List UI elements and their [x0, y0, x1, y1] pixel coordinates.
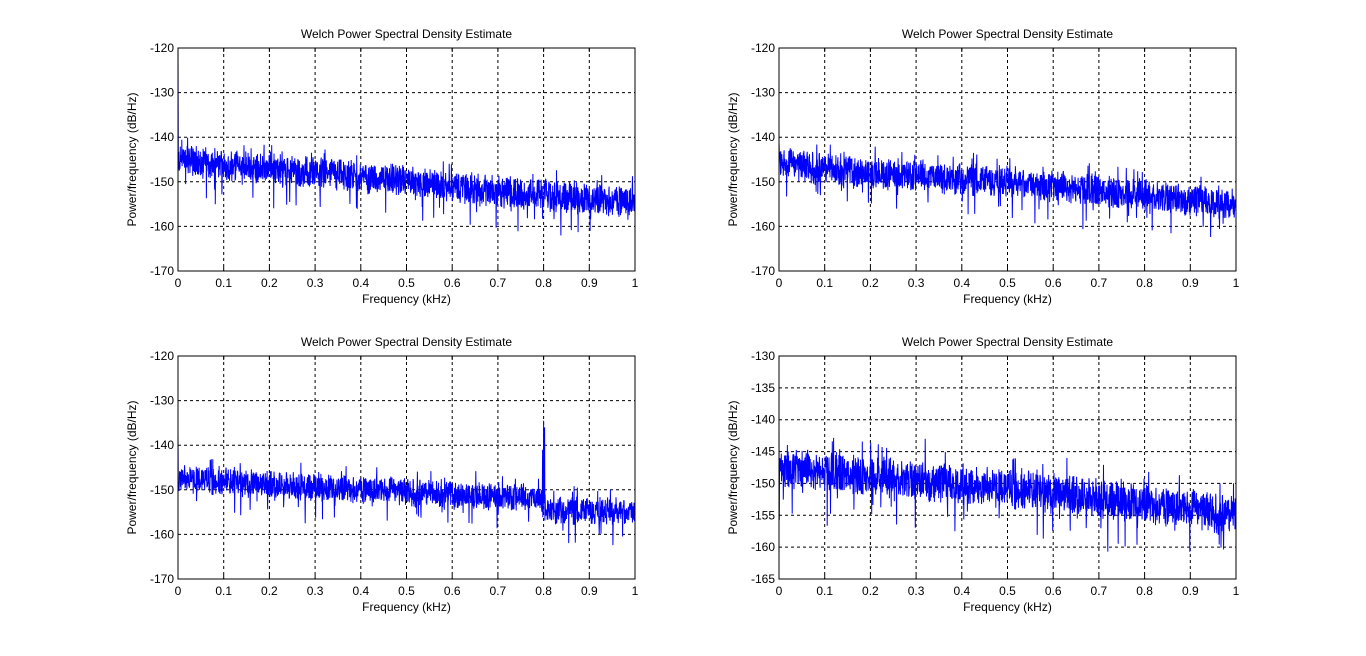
- chart-title: Welch Power Spectral Density Estimate: [301, 27, 513, 41]
- x-tick-label: 0.8: [1136, 276, 1153, 290]
- y-tick-label: -135: [751, 381, 775, 395]
- x-tick-label: 1: [1233, 276, 1240, 290]
- x-axis-label: Frequency (kHz): [362, 600, 451, 614]
- chart-title: Welch Power Spectral Density Estimate: [902, 335, 1114, 349]
- y-tick-label: -140: [751, 130, 775, 144]
- x-tick-label: 0.7: [490, 584, 507, 598]
- subplot-2: 0 0.1 0.2 0.3 0.4 0.5 0.6 0.7 0.8 0.9 1 -120 -130 -14…: [726, 27, 1240, 306]
- x-tick-label: 0.1: [215, 276, 232, 290]
- y-axis-label: Power/frequency (dB/Hz): [125, 400, 139, 534]
- chart-title: Welch Power Spectral Density Estimate: [902, 27, 1114, 41]
- x-tick-label: 0.2: [261, 276, 278, 290]
- x-tick-label: 1: [1233, 584, 1240, 598]
- y-tick-label: -130: [751, 86, 775, 100]
- x-tick-label: 0.8: [535, 584, 552, 598]
- x-tick-label: 0: [175, 584, 182, 598]
- y-tick-label: -160: [751, 219, 775, 233]
- x-tick-label: 0.4: [953, 276, 970, 290]
- x-axis-label: Frequency (kHz): [963, 292, 1052, 306]
- x-tick-label: 0: [175, 276, 182, 290]
- x-tick-label: 0.6: [1045, 276, 1062, 290]
- x-tick-label: 0.7: [490, 276, 507, 290]
- x-tick-label: 0: [776, 276, 783, 290]
- x-tick-label: 1: [632, 276, 639, 290]
- x-axis-label: Frequency (kHz): [362, 292, 451, 306]
- x-tick-label: 0.3: [908, 584, 925, 598]
- x-tick-label: 0.9: [581, 276, 598, 290]
- x-tick-label: 0.4: [352, 584, 369, 598]
- x-tick-label: 0: [776, 584, 783, 598]
- x-tick-label: 0.9: [581, 584, 598, 598]
- y-tick-label: -170: [150, 572, 174, 586]
- y-tick-label: -130: [751, 349, 775, 363]
- y-tick-label: -140: [150, 130, 174, 144]
- x-tick-label: 0.1: [816, 584, 833, 598]
- x-tick-label: 0.5: [398, 276, 415, 290]
- y-tick-label: -120: [751, 41, 775, 55]
- x-tick-label: 0.6: [444, 584, 461, 598]
- x-tick-label: 0.9: [1182, 276, 1199, 290]
- x-tick-label: 0.6: [1045, 584, 1062, 598]
- y-tick-label: -140: [751, 413, 775, 427]
- x-tick-label: 0.8: [535, 276, 552, 290]
- x-tick-label: 0.1: [816, 276, 833, 290]
- y-tick-label: -120: [150, 41, 174, 55]
- x-tick-label: 0.3: [307, 584, 324, 598]
- axes-frame: [177, 355, 636, 580]
- subplot-4: 0 0.1 0.2 0.3 0.4 0.5 0.6 0.7 0.8 0.9 1 -130 -135 -14…: [726, 335, 1240, 614]
- axes-frame: [778, 47, 1237, 272]
- x-axis-label: Frequency (kHz): [963, 600, 1052, 614]
- y-tick-label: -145: [751, 445, 775, 459]
- x-tick-label: 0.7: [1091, 584, 1108, 598]
- y-tick-label: -130: [150, 86, 174, 100]
- y-tick-label: -160: [150, 527, 174, 541]
- x-tick-label: 0.6: [444, 276, 461, 290]
- psd-series-line: [177, 47, 636, 236]
- y-tick-label: -150: [751, 175, 775, 189]
- x-tick-label: 0.5: [398, 584, 415, 598]
- y-tick-label: -155: [751, 508, 775, 522]
- psd-series-line: [778, 141, 1237, 238]
- y-tick-label: -140: [150, 438, 174, 452]
- y-tick-label: -150: [150, 175, 174, 189]
- axes-frame: [778, 355, 1237, 580]
- y-tick-label: -170: [150, 264, 174, 278]
- y-tick-label: -160: [150, 219, 174, 233]
- y-axis-label: Power/frequency (dB/Hz): [726, 400, 740, 534]
- x-tick-label: 0.7: [1091, 276, 1108, 290]
- y-tick-label: -150: [150, 483, 174, 497]
- x-tick-label: 0.2: [261, 584, 278, 598]
- x-tick-label: 0.3: [307, 276, 324, 290]
- axes-frame: [177, 47, 636, 272]
- x-tick-label: 0.4: [953, 584, 970, 598]
- x-tick-label: 0.5: [999, 276, 1016, 290]
- y-tick-label: -120: [150, 349, 174, 363]
- x-tick-label: 0.5: [999, 584, 1016, 598]
- x-tick-label: 0.8: [1136, 584, 1153, 598]
- y-tick-label: -165: [751, 572, 775, 586]
- x-tick-label: 0.2: [862, 276, 879, 290]
- x-tick-label: 0.4: [352, 276, 369, 290]
- y-axis-label: Power/frequency (dB/Hz): [726, 92, 740, 226]
- chart-title: Welch Power Spectral Density Estimate: [301, 335, 513, 349]
- x-tick-label: 0.9: [1182, 584, 1199, 598]
- subplot-1: 0 0.1 0.2 0.3 0.4 0.5 0.6 0.7 0.8 0.9 1 -120 -130 -14…: [125, 27, 639, 306]
- psd-series-line: [778, 432, 1237, 552]
- subplot-3: 0 0.1 0.2 0.3 0.4 0.5 0.6 0.7 0.8 0.9 1 -120 -130 -14…: [125, 335, 639, 614]
- x-tick-label: 0.3: [908, 276, 925, 290]
- y-tick-label: -130: [150, 394, 174, 408]
- x-tick-label: 0.2: [862, 584, 879, 598]
- x-tick-label: 0.1: [215, 584, 232, 598]
- y-tick-label: -160: [751, 540, 775, 554]
- y-axis-label: Power/frequency (dB/Hz): [125, 92, 139, 226]
- psd-series-line: [177, 420, 636, 546]
- x-tick-label: 1: [632, 584, 639, 598]
- y-tick-label: -170: [751, 264, 775, 278]
- y-tick-label: -150: [751, 476, 775, 490]
